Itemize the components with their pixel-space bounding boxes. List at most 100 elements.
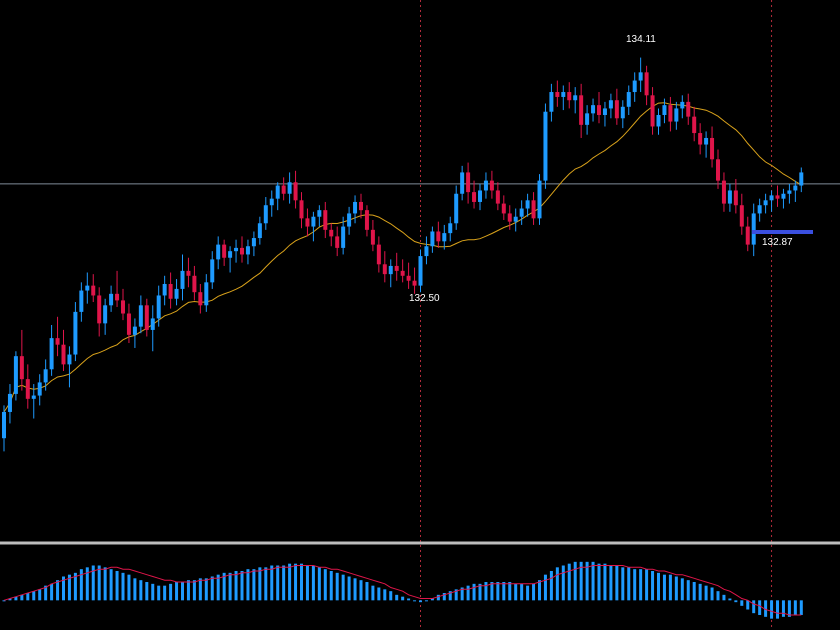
candle-body-71 — [424, 246, 429, 257]
histogram-bar-74 — [442, 593, 446, 601]
candle-body-118 — [704, 137, 709, 145]
histogram-bar-76 — [454, 589, 458, 601]
histogram-bar-79 — [472, 583, 476, 601]
candle-body-74 — [442, 233, 447, 242]
histogram-bar-98 — [585, 561, 589, 601]
histogram-bar-36 — [216, 574, 220, 601]
histogram-bar-35 — [210, 576, 214, 601]
candle-body-81 — [483, 180, 488, 191]
candle-body-8 — [49, 338, 54, 370]
candle-body-55 — [329, 229, 334, 237]
histogram-bar-120 — [716, 591, 720, 601]
candle-body-34 — [204, 282, 209, 306]
candle-body-91 — [543, 111, 548, 181]
candle-body-98 — [585, 113, 590, 125]
candle-body-122 — [727, 190, 732, 204]
histogram-bar-40 — [240, 571, 244, 601]
candle-body-84 — [501, 203, 506, 214]
histogram-bar-2 — [14, 596, 18, 601]
candle-body-63 — [376, 244, 381, 265]
histogram-bar-69 — [413, 600, 417, 602]
histogram-bar-85 — [508, 582, 512, 601]
histogram-bar-110 — [657, 572, 660, 601]
histogram-bar-83 — [496, 582, 500, 601]
histogram-bar-56 — [335, 572, 339, 601]
candle-body-105 — [626, 92, 631, 107]
histogram-bar-42 — [252, 569, 256, 601]
candle-body-27 — [162, 283, 167, 296]
histogram-bar-62 — [371, 585, 375, 601]
candle-body-17 — [103, 305, 108, 324]
histogram-bar-108 — [645, 569, 649, 601]
histogram-bar-113 — [674, 576, 678, 601]
histogram-bar-19 — [115, 571, 119, 601]
histogram-bar-80 — [478, 583, 482, 601]
candle-body-106 — [632, 80, 637, 93]
histogram-bar-7 — [44, 585, 48, 601]
histogram-bar-29 — [175, 582, 179, 601]
histogram-bar-116 — [692, 582, 696, 601]
histogram-bar-89 — [532, 583, 536, 601]
candle-body-60 — [359, 201, 363, 211]
histogram-bar-28 — [169, 583, 173, 601]
candle-body-90 — [537, 180, 542, 219]
candle-body-3 — [19, 356, 24, 380]
histogram-bar-86 — [514, 583, 518, 601]
histogram-bar-129 — [770, 600, 774, 619]
candle-body-103 — [614, 100, 619, 119]
candle-body-127 — [757, 205, 762, 214]
candle-body-61 — [364, 210, 369, 230]
histogram-bar-17 — [103, 567, 107, 601]
histogram-bar-52 — [311, 565, 315, 601]
histogram-bar-118 — [704, 585, 708, 601]
candle-body-56 — [335, 236, 340, 248]
histogram-bar-78 — [466, 585, 470, 601]
candle-body-134 — [799, 172, 804, 186]
high-price-label: 134.11 — [626, 34, 656, 45]
histogram-bar-106 — [633, 569, 637, 601]
candle-body-108 — [644, 72, 649, 96]
histogram-bar-44 — [264, 567, 268, 601]
candle-body-126 — [751, 213, 756, 245]
histogram-bar-87 — [520, 583, 524, 601]
candle-body-15 — [91, 285, 96, 296]
candle-body-80 — [478, 190, 482, 202]
histogram-bar-65 — [389, 591, 393, 601]
histogram-bar-25 — [151, 583, 155, 601]
candle-body-114 — [680, 101, 685, 109]
signal-line — [3, 565, 802, 616]
candle-body-54 — [323, 210, 328, 230]
histogram-bar-67 — [401, 596, 405, 601]
candle-body-29 — [174, 288, 179, 299]
moving-average-layer — [3, 102, 802, 413]
candle-body-113 — [674, 108, 679, 122]
histogram-bar-1 — [8, 598, 12, 601]
candle-body-59 — [353, 201, 358, 214]
recent-low-marker — [752, 230, 813, 234]
candle-body-18 — [109, 293, 114, 306]
candle-body-38 — [228, 251, 233, 258]
candle-body-7 — [43, 369, 48, 383]
candle-body-95 — [567, 92, 572, 101]
candle-body-1 — [7, 393, 12, 412]
candle-body-51 — [305, 218, 310, 227]
histogram-bar-6 — [38, 589, 42, 601]
histogram-bar-51 — [305, 565, 309, 601]
histogram-bar-4 — [26, 593, 30, 601]
histogram-layer — [2, 561, 803, 619]
histogram-bar-84 — [502, 582, 506, 601]
candle-body-75 — [448, 223, 453, 234]
recent-low-price-label: 132.87 — [762, 237, 793, 248]
candle-body-53 — [317, 210, 322, 217]
candle-body-30 — [180, 270, 185, 289]
candle-body-37 — [222, 244, 227, 258]
histogram-bar-10 — [62, 576, 65, 601]
histogram-bar-112 — [668, 574, 672, 601]
candle-body-79 — [472, 192, 477, 202]
candle-body-128 — [763, 200, 768, 206]
candle-body-117 — [698, 133, 703, 145]
candle-body-66 — [394, 265, 399, 271]
candle-body-45 — [269, 198, 274, 206]
candle-body-133 — [793, 185, 798, 191]
